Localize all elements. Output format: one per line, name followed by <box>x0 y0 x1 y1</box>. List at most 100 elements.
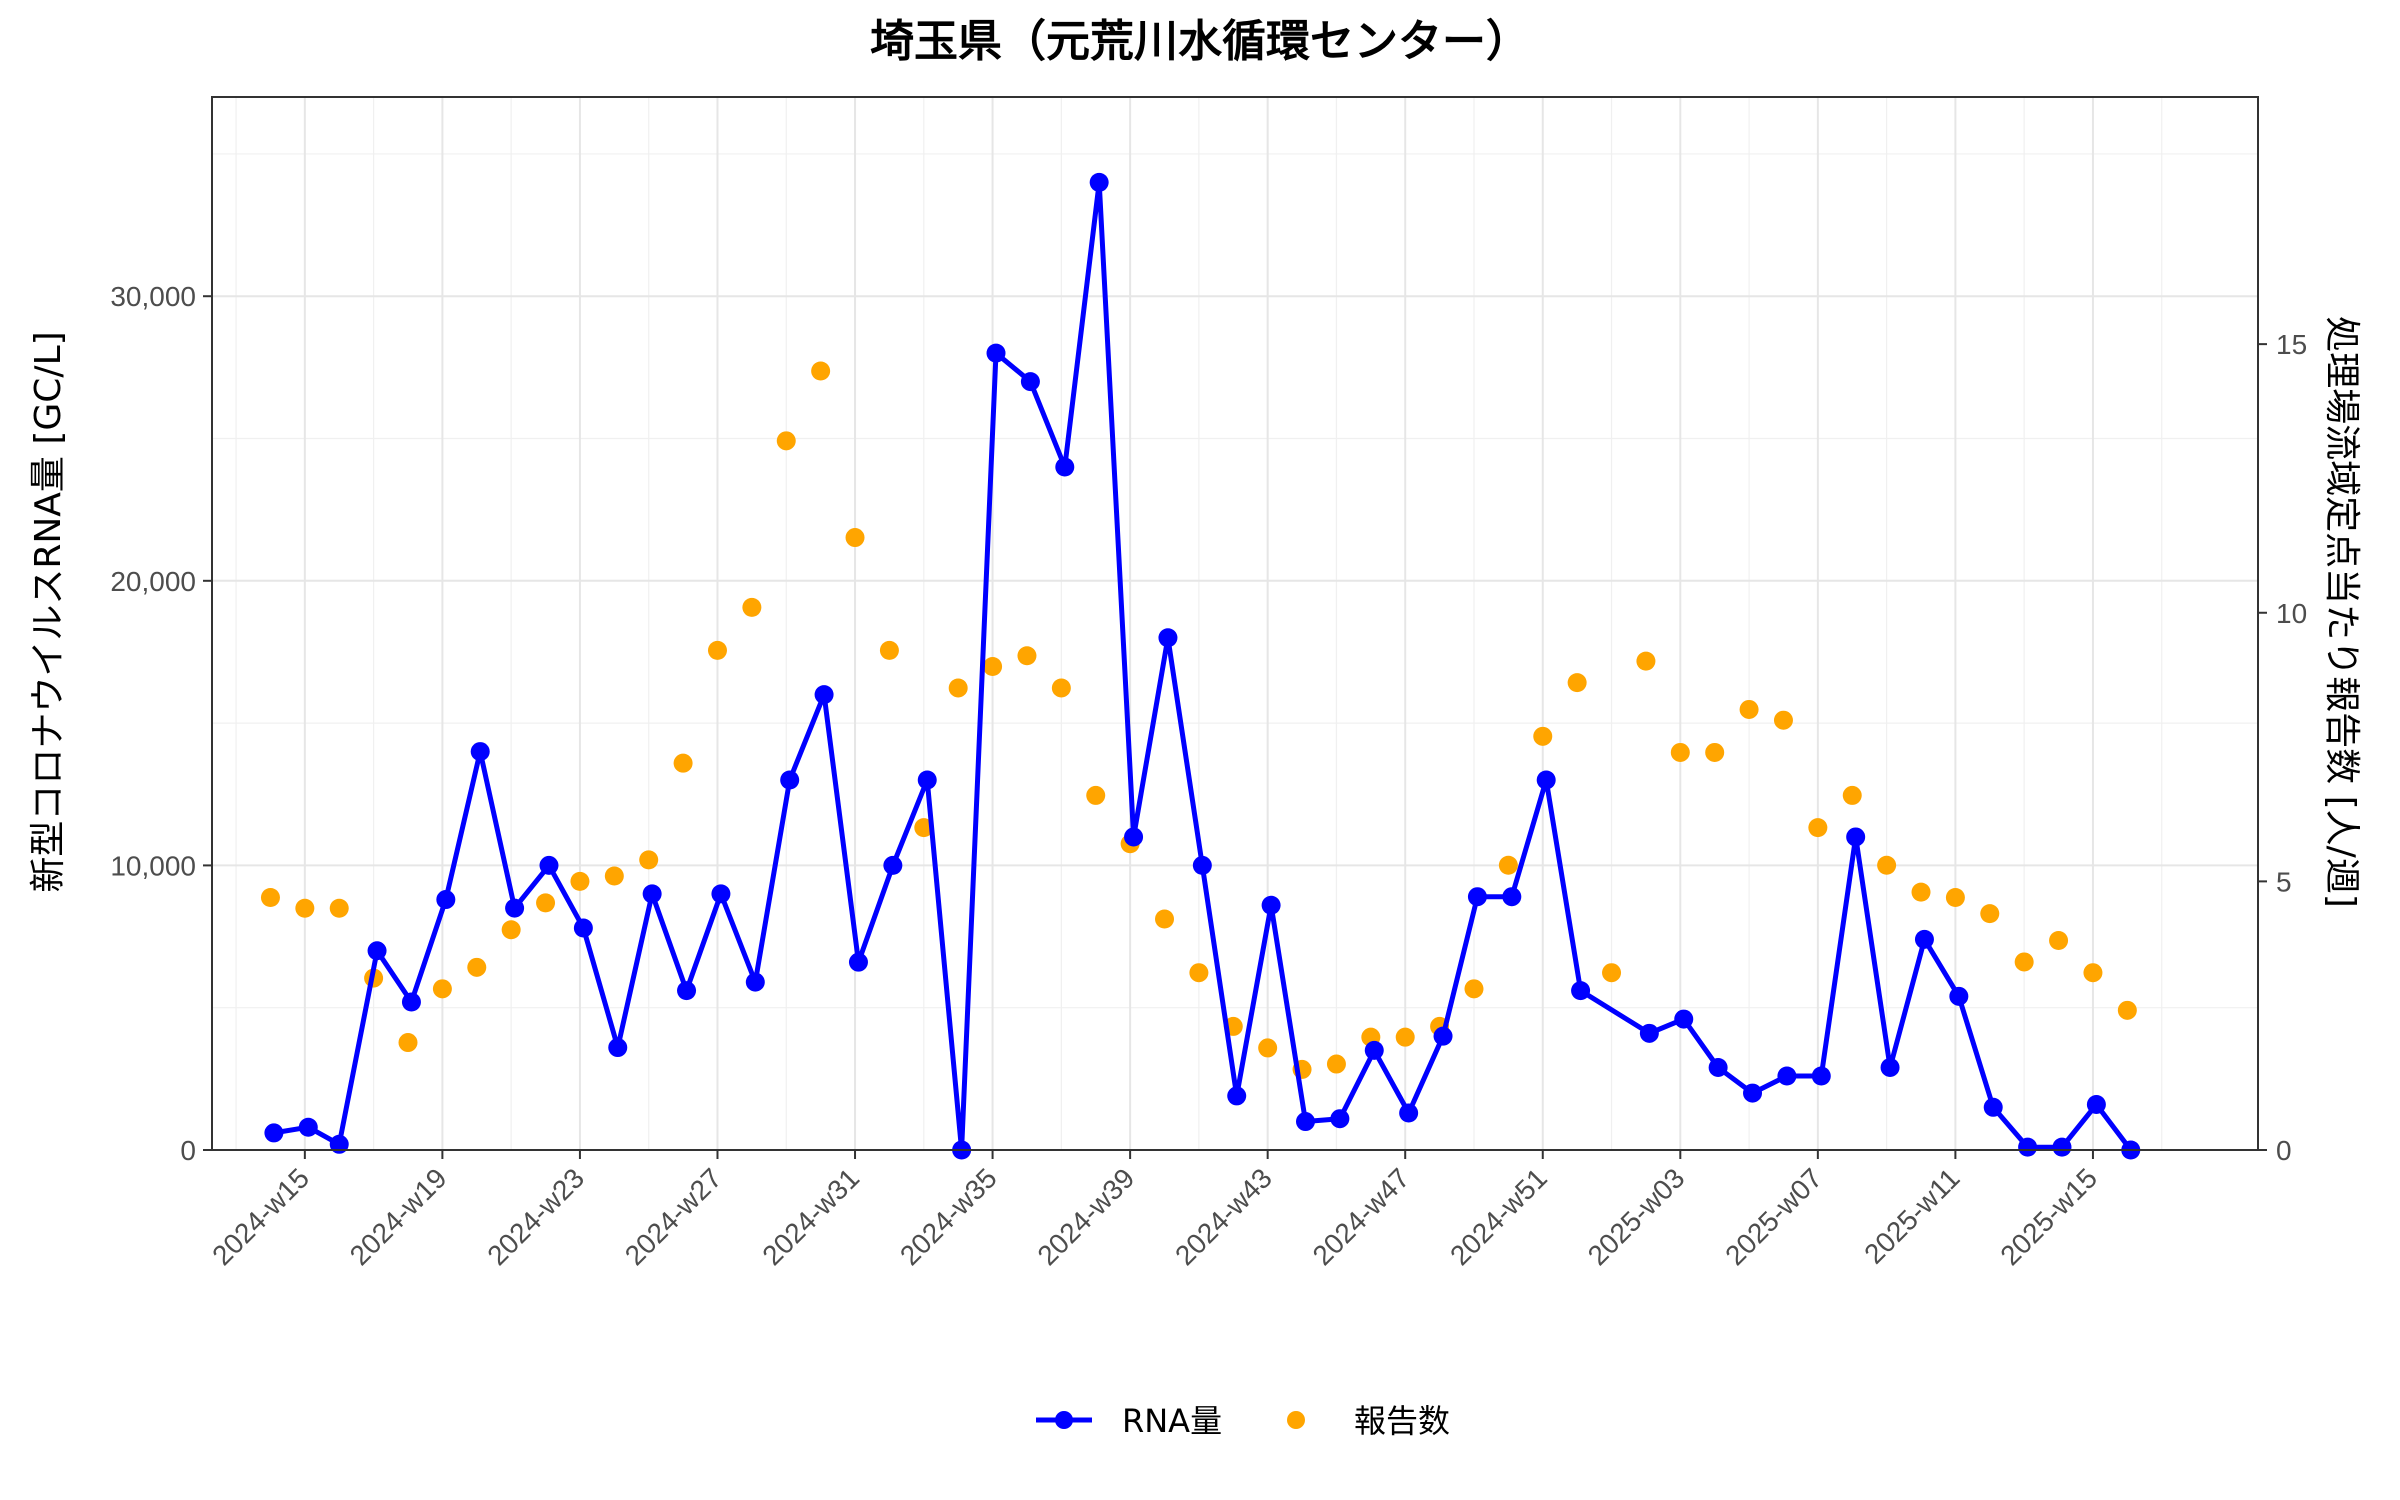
rna-point <box>1536 770 1556 790</box>
reports-point <box>536 893 556 913</box>
reports-point <box>776 431 796 451</box>
reports-point <box>1051 678 1071 698</box>
reports-point <box>398 1033 418 1053</box>
reports-point <box>1189 963 1209 983</box>
y2-tick-label: 5 <box>2276 866 2292 897</box>
reports-point <box>1258 1038 1278 1058</box>
rna-point <box>1055 457 1075 477</box>
rna-point <box>401 992 421 1012</box>
reports-point <box>2014 952 2034 972</box>
reports-point <box>1567 673 1587 693</box>
reports-point <box>1842 785 1862 805</box>
rna-point <box>298 1117 318 1137</box>
reports-point <box>1945 887 1965 907</box>
rna-point <box>1846 827 1866 847</box>
reports-point <box>1670 742 1690 762</box>
y-axis-title: 新型コロナウイルスRNA量 [GC/L] <box>28 331 69 892</box>
y2-tick-label: 0 <box>2276 1135 2292 1166</box>
rna-point <box>1192 855 1212 875</box>
y-tick-label: 0 <box>180 1135 196 1166</box>
reports-point <box>1808 818 1828 838</box>
reports-point <box>1705 742 1725 762</box>
rna-point <box>1364 1040 1384 1060</box>
reports-point <box>1602 963 1622 983</box>
reports-point <box>1498 855 1518 875</box>
reports-point <box>845 528 865 548</box>
y-tick-label: 30,000 <box>110 281 196 312</box>
rna-point <box>2052 1137 2072 1157</box>
rna-line <box>273 179 2133 1153</box>
rna-point <box>470 742 490 762</box>
reports-point <box>879 640 899 660</box>
rna-point <box>1261 895 1281 915</box>
reports-series <box>260 361 2137 1079</box>
reports-point <box>639 850 659 870</box>
reports-point <box>1636 651 1656 671</box>
rna-point <box>745 972 765 992</box>
rna-point <box>539 855 559 875</box>
rna-point <box>814 685 834 705</box>
rna-point <box>1124 827 1144 847</box>
rna-point <box>573 918 593 938</box>
reports-point <box>604 866 624 886</box>
rna-point <box>1914 929 1934 949</box>
rna-point <box>2018 1137 2038 1157</box>
reports-point <box>742 597 762 617</box>
rna-point <box>883 855 903 875</box>
reports-point <box>432 979 452 999</box>
rna-point <box>848 952 868 972</box>
rna-point <box>1777 1066 1797 1086</box>
rna-point <box>436 890 456 910</box>
rna-point <box>2086 1094 2106 1114</box>
rna-point <box>1467 887 1487 907</box>
legend-rna-label: RNA量 <box>1122 1402 1222 1440</box>
rna-point <box>1433 1026 1453 1046</box>
legend-rna-marker <box>1055 1411 1073 1429</box>
rna-point <box>1639 1023 1659 1043</box>
rna-point <box>642 884 662 904</box>
reports-point <box>260 887 280 907</box>
reports-point <box>1086 785 1106 805</box>
reports-point <box>1017 646 1037 666</box>
reports-point <box>1980 904 2000 924</box>
reports-point <box>811 361 831 381</box>
y-tick-label: 10,000 <box>110 850 196 881</box>
rna-point <box>1983 1097 2003 1117</box>
reports-point <box>1395 1027 1415 1047</box>
rna-point <box>711 884 731 904</box>
legend-reports-label: 報告数 <box>1354 1402 1450 1440</box>
reports-point <box>1773 710 1793 730</box>
reports-point <box>1877 855 1897 875</box>
rna-point <box>1880 1057 1900 1077</box>
reports-point <box>467 957 487 977</box>
rna-point <box>1708 1057 1728 1077</box>
rna-point <box>367 941 387 961</box>
reports-point <box>1464 979 1484 999</box>
rna-point <box>917 770 937 790</box>
reports-point <box>1326 1054 1346 1074</box>
rna-point <box>264 1123 284 1143</box>
rna-point <box>1674 1009 1694 1029</box>
legend-reports-marker <box>1287 1411 1305 1429</box>
plot-panel-border <box>211 96 2259 1151</box>
rna-point <box>1743 1083 1763 1103</box>
reports-point <box>707 640 727 660</box>
legend: RNA量 報告数 <box>1036 1402 1450 1440</box>
reports-point <box>1533 726 1553 746</box>
rna-series <box>264 172 2141 1160</box>
rna-point <box>608 1038 628 1058</box>
rna-point <box>1949 986 1969 1006</box>
reports-point <box>2117 1000 2137 1020</box>
rna-point <box>505 898 525 918</box>
reports-point <box>2083 963 2103 983</box>
reports-point <box>1911 882 1931 902</box>
rna-point <box>1571 981 1591 1001</box>
rna-point <box>1811 1066 1831 1086</box>
reports-point <box>914 818 934 838</box>
reports-point <box>1739 699 1759 719</box>
reports-point <box>295 898 315 918</box>
reports-point <box>570 871 590 891</box>
reports-point <box>329 898 349 918</box>
